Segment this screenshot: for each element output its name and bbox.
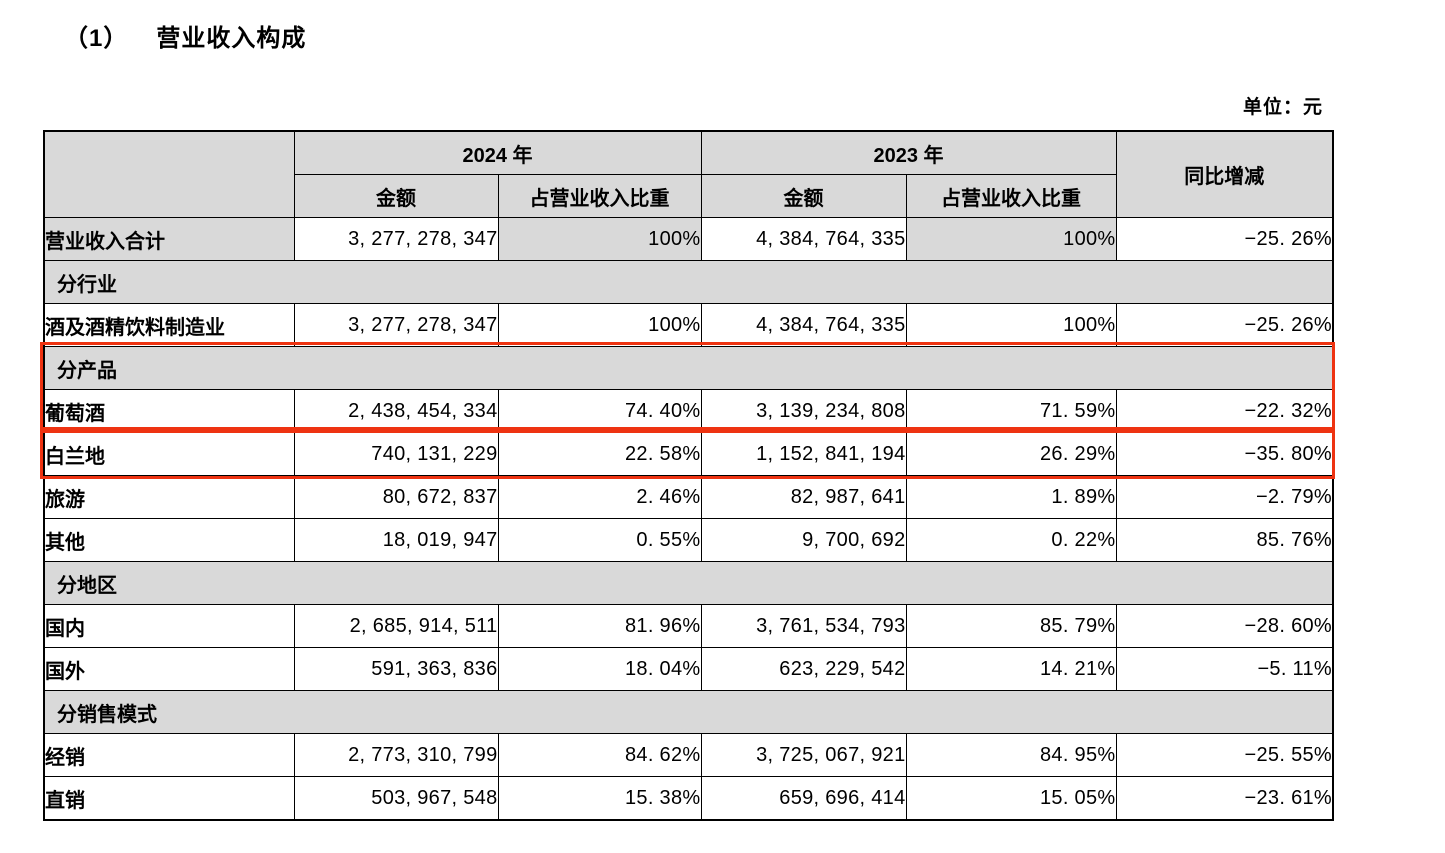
- section-row: 分销售模式: [43, 690, 1334, 734]
- table-row: 葡萄酒 2, 438, 454, 334 74. 40% 3, 139, 234, 8…: [43, 389, 1334, 433]
- row-label-cell: 经销: [43, 733, 295, 777]
- table-row: 直销 503, 967, 548 15. 38% 659, 696, 414 15. 0…: [43, 776, 1334, 821]
- section-label: 分销售模式: [43, 690, 1334, 734]
- share-2023-cell: 15. 05%: [905, 776, 1117, 821]
- share-2024-cell: 18. 04%: [497, 647, 702, 691]
- table-row: 营业收入合计 3, 277, 278, 347 100% 4, 384, 764, 3…: [43, 217, 1334, 261]
- share-2024-cell: 22. 58%: [497, 432, 702, 476]
- share-2024-cell: 15. 38%: [497, 776, 702, 821]
- section-label: 分产品: [43, 346, 1334, 390]
- row-label-cell: 旅游: [43, 475, 295, 519]
- amount-2024-cell: 2, 438, 454, 334: [293, 389, 499, 433]
- yoy-change-cell: −28. 60%: [1115, 604, 1334, 648]
- revenue-composition-table-wrap: 2024 年 2023 年 同比增减 金额 占营业收入比重 金额 占营业收入比重…: [40, 130, 1338, 821]
- section-label: 分行业: [43, 260, 1334, 304]
- table-row: 旅游 80, 672, 837 2. 46% 82, 987, 641 1. 89% −2…: [43, 475, 1334, 519]
- amount-2023-cell: 623, 229, 542: [700, 647, 907, 691]
- row-label-cell: 国内: [43, 604, 295, 648]
- amount-2024-cell: 3, 277, 278, 347: [293, 217, 499, 261]
- header-row-measures: 金额 占营业收入比重 金额 占营业收入比重: [44, 174, 1333, 218]
- yoy-change-cell: 85. 76%: [1115, 518, 1334, 562]
- share-2024-cell: 100%: [497, 217, 702, 261]
- share-2024-cell: 2. 46%: [497, 475, 702, 519]
- yoy-change-cell: −2. 79%: [1115, 475, 1334, 519]
- table-row: 酒及酒精饮料制造业 3, 277, 278, 347 100% 4, 384, 764…: [43, 303, 1334, 347]
- share-2023-cell: 100%: [905, 303, 1117, 347]
- section-row: 分产品: [43, 346, 1334, 390]
- amount-2023-cell: 3, 725, 067, 921: [700, 733, 907, 777]
- row-label-cell: 营业收入合计: [43, 217, 295, 261]
- yoy-header: 同比增减: [1115, 130, 1334, 218]
- amount-2024-cell: 18, 019, 947: [293, 518, 499, 562]
- amount-2023-cell: 4, 384, 764, 335: [700, 217, 907, 261]
- share-2023-header: 占营业收入比重: [905, 174, 1117, 218]
- amount-2024-cell: 3, 277, 278, 347: [293, 303, 499, 347]
- table-row: 白兰地 740, 131, 229 22. 58% 1, 152, 841, 194 2…: [43, 432, 1334, 476]
- year-2024-header: 2024 年: [293, 130, 702, 175]
- row-label-cell: 其他: [43, 518, 295, 562]
- yoy-change-cell: −22. 32%: [1115, 389, 1334, 433]
- amount-2024-cell: 591, 363, 836: [293, 647, 499, 691]
- corner-cell: [43, 130, 295, 218]
- unit-label: 单位：元: [1242, 97, 1323, 118]
- yoy-change-cell: −23. 61%: [1115, 776, 1334, 821]
- row-label-cell: 葡萄酒: [43, 389, 295, 433]
- yoy-change-cell: −25. 55%: [1115, 733, 1334, 777]
- table-row: 其他 18, 019, 947 0. 55% 9, 700, 692 0. 22% 85.…: [43, 518, 1334, 562]
- amount-2023-cell: 659, 696, 414: [700, 776, 907, 821]
- header-row-years: 2024 年 2023 年 同比增减: [43, 130, 1334, 218]
- share-2023-cell: 100%: [905, 217, 1117, 261]
- section-row: 分地区: [43, 561, 1334, 605]
- page-title: （1） 营业收入构成: [64, 18, 306, 53]
- amount-2024-cell: 2, 685, 914, 511: [293, 604, 499, 648]
- share-2023-cell: 71. 59%: [905, 389, 1117, 433]
- amount-2023-cell: 82, 987, 641: [700, 475, 907, 519]
- share-2023-cell: 14. 21%: [905, 647, 1117, 691]
- section-row: 分行业: [43, 260, 1334, 304]
- share-2023-cell: 0. 22%: [905, 518, 1117, 562]
- page-title-text: 营业收入构成: [156, 25, 307, 52]
- table-row: 国外 591, 363, 836 18. 04% 623, 229, 542 14. 2…: [43, 647, 1334, 691]
- section-label: 分地区: [43, 561, 1334, 605]
- amount-2024-cell: 80, 672, 837: [293, 475, 499, 519]
- share-2024-cell: 0. 55%: [497, 518, 702, 562]
- page-title-number: （1）: [64, 25, 129, 52]
- share-2024-cell: 84. 62%: [497, 733, 702, 777]
- share-2024-cell: 74. 40%: [497, 389, 702, 433]
- amount-2023-cell: 9, 700, 692: [700, 518, 907, 562]
- share-2023-cell: 26. 29%: [905, 432, 1117, 476]
- share-2024-cell: 81. 96%: [497, 604, 702, 648]
- row-label-cell: 白兰地: [43, 432, 295, 476]
- share-2024-header: 占营业收入比重: [497, 174, 702, 218]
- year-2023-header: 2023 年: [700, 130, 1117, 175]
- share-2023-cell: 84. 95%: [905, 733, 1117, 777]
- revenue-composition-table: 2024 年 2023 年 同比增减 金额 占营业收入比重 金额 占营业收入比重…: [43, 130, 1334, 821]
- yoy-change-cell: −25. 26%: [1115, 303, 1334, 347]
- amount-2024-cell: 2, 773, 310, 799: [293, 733, 499, 777]
- amount-2024-cell: 503, 967, 548: [293, 776, 499, 821]
- amount-2023-cell: 4, 384, 764, 335: [700, 303, 907, 347]
- share-2024-cell: 100%: [497, 303, 702, 347]
- yoy-change-cell: −5. 11%: [1115, 647, 1334, 691]
- yoy-change-cell: −25. 26%: [1115, 217, 1334, 261]
- amount-2024-cell: 740, 131, 229: [293, 432, 499, 476]
- share-2023-cell: 85. 79%: [905, 604, 1117, 648]
- table-row: 国内 2, 685, 914, 511 81. 96% 3, 761, 534, 79…: [43, 604, 1334, 648]
- amount-2023-cell: 3, 139, 234, 808: [700, 389, 907, 433]
- share-2023-cell: 1. 89%: [905, 475, 1117, 519]
- row-label-cell: 国外: [43, 647, 295, 691]
- table-row: 经销 2, 773, 310, 799 84. 62% 3, 725, 067, 92…: [43, 733, 1334, 777]
- amount-2023-cell: 1, 152, 841, 194: [700, 432, 907, 476]
- row-label-cell: 直销: [43, 776, 295, 821]
- amount-2024-header: 金额: [293, 174, 499, 218]
- row-label-cell: 酒及酒精饮料制造业: [43, 303, 295, 347]
- amount-2023-header: 金额: [700, 174, 907, 218]
- yoy-change-cell: −35. 80%: [1115, 432, 1334, 476]
- amount-2023-cell: 3, 761, 534, 793: [700, 604, 907, 648]
